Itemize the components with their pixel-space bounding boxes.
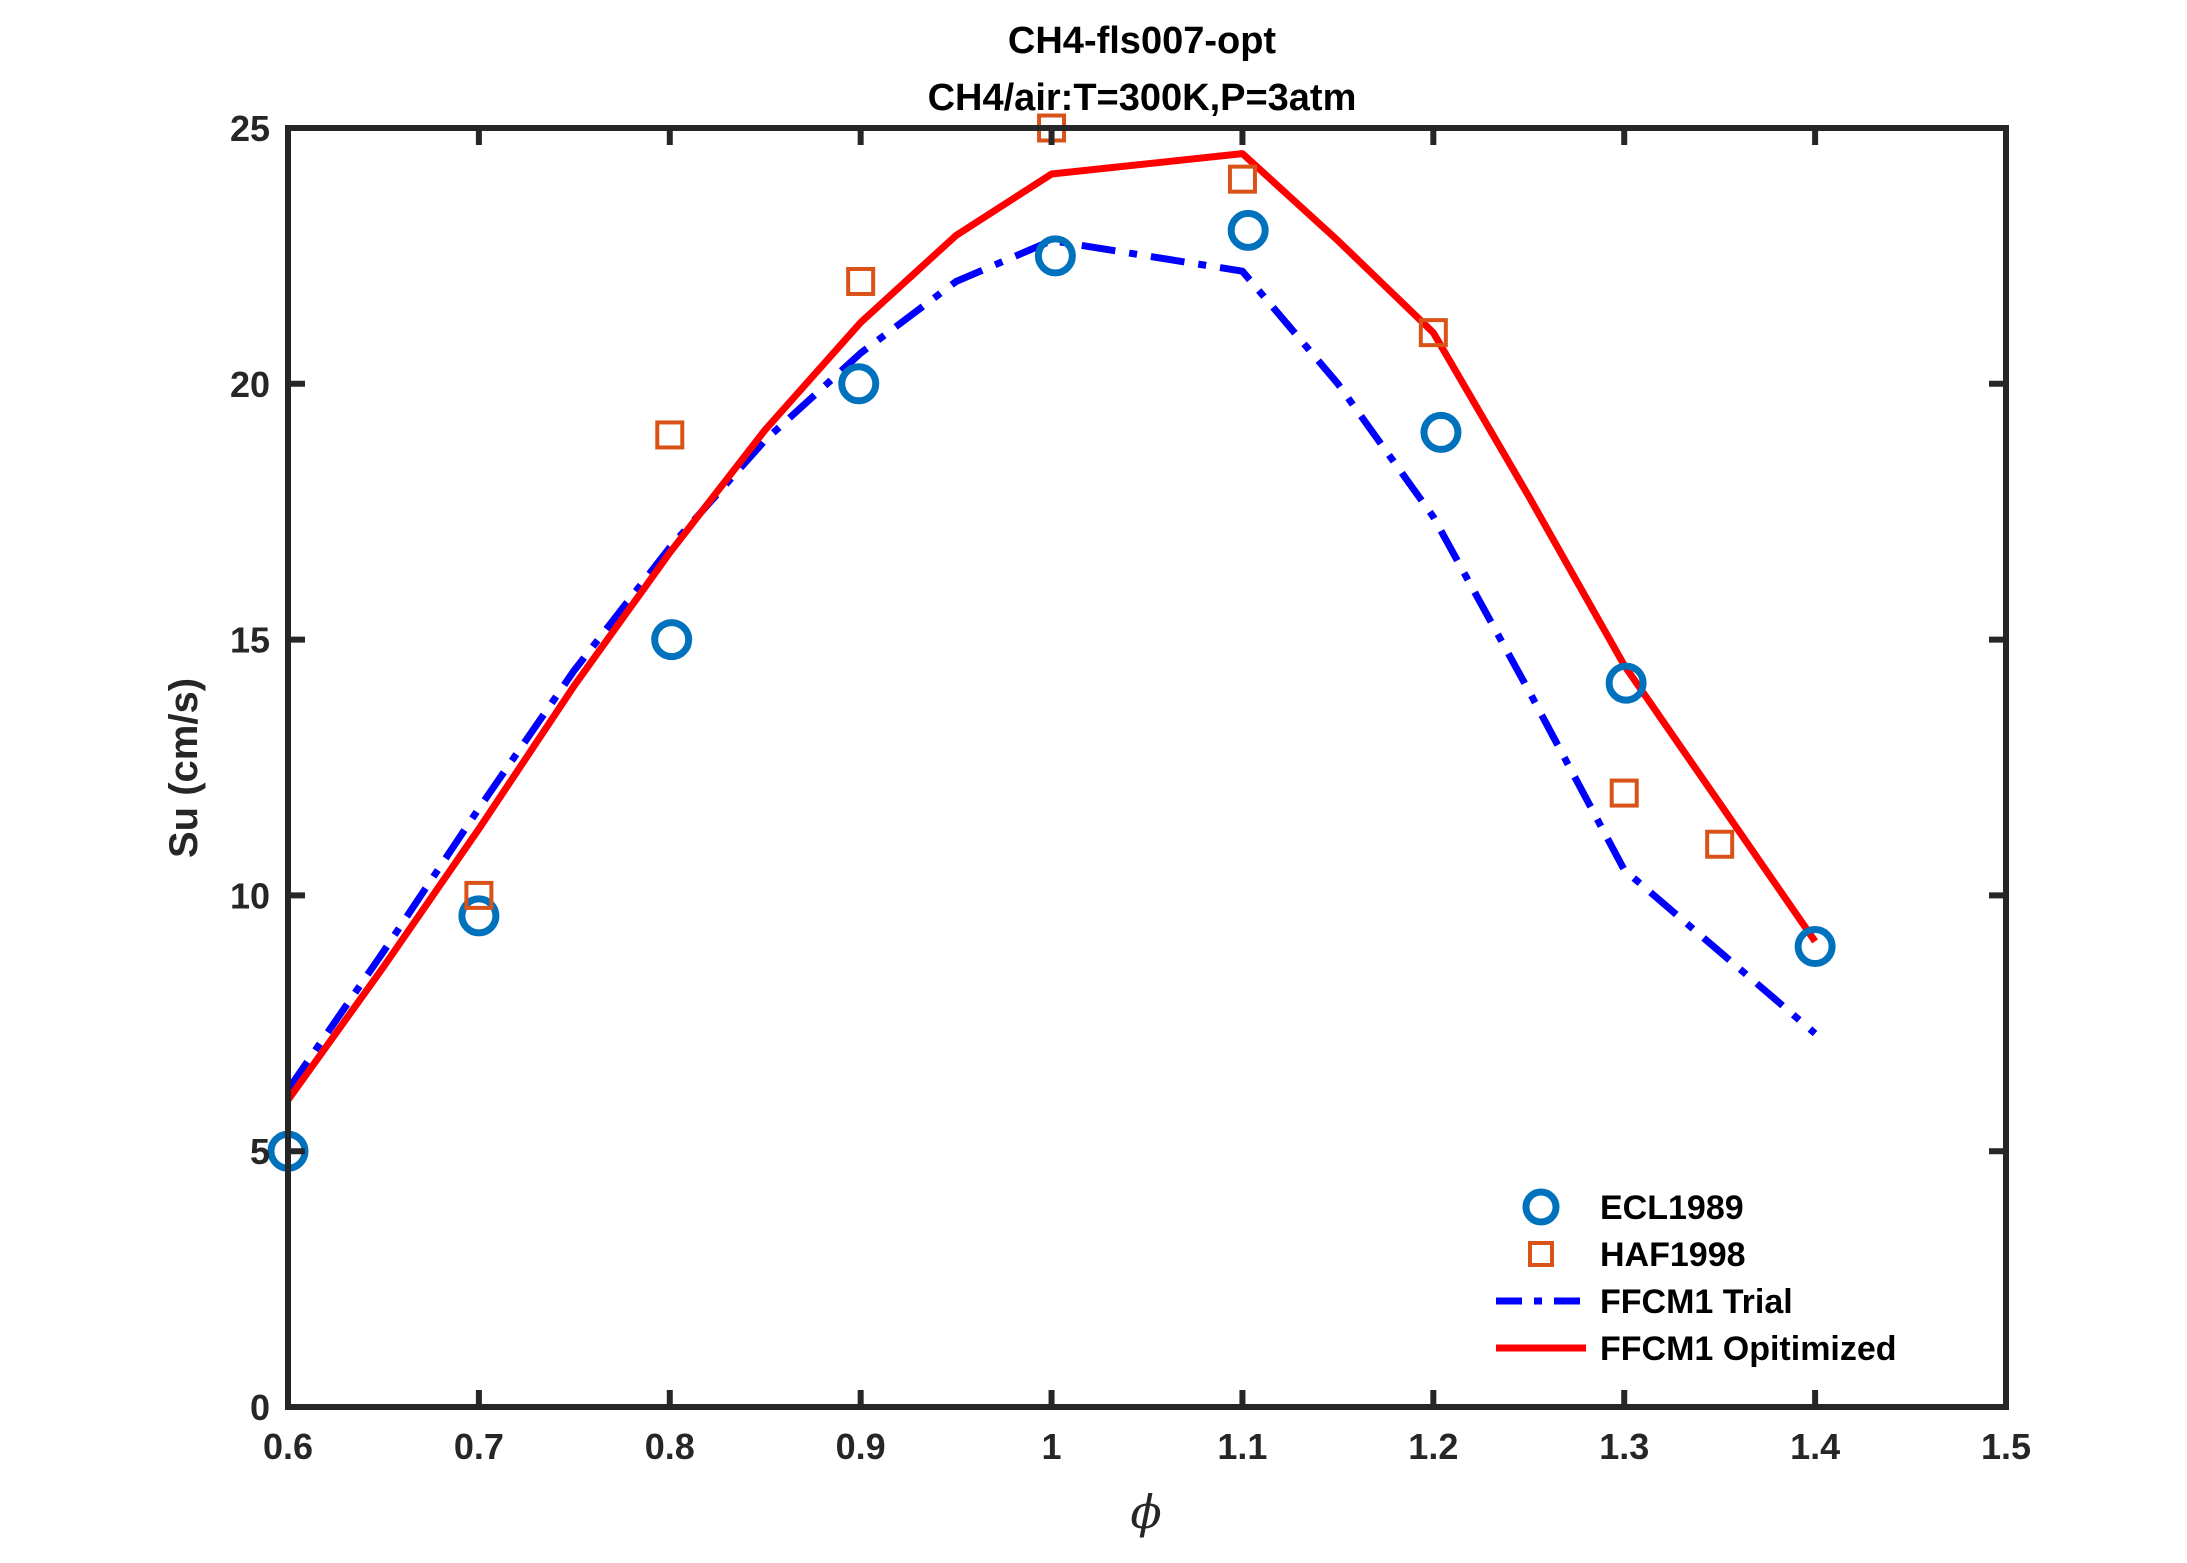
y-tick-label: 25: [230, 108, 270, 149]
x-tick-label: 1.4: [1790, 1426, 1840, 1467]
y-tick-label: 20: [230, 364, 270, 405]
data-point-square: [846, 266, 876, 296]
legend: ECL1989 HAF1998 FFCM1 Trial FFCM1 Opitimize…: [1496, 1188, 1897, 1368]
x-tick-label: 1.3: [1599, 1426, 1649, 1467]
legend-label: ECL1989: [1600, 1189, 1744, 1227]
y-tick-label: 5: [250, 1131, 270, 1172]
x-tick-label: 1.2: [1408, 1426, 1458, 1467]
y-axis-label: Su (cm/s): [162, 678, 206, 858]
x-tick-label: 1.1: [1217, 1426, 1267, 1467]
data-point-square: [1705, 829, 1735, 859]
data-point-circle: [1227, 209, 1269, 251]
x-tick-label: 1: [1042, 1426, 1062, 1467]
axes-box: [285, 125, 2009, 1410]
y-axis-ticks: 0 5 10 15 20 25: [230, 108, 2006, 1428]
data-point-circle: [458, 895, 500, 937]
series-line-ffcm1-trial: [285, 237, 1818, 1092]
x-tick-label: 0.6: [263, 1426, 313, 1467]
data-point-square: [464, 880, 494, 910]
y-tick-label: 15: [230, 620, 270, 661]
legend-entry: FFCM1 Opitimized: [1496, 1330, 1897, 1368]
x-tick-label: 0.8: [645, 1426, 695, 1467]
lines-layer: [285, 150, 1818, 1103]
legend-label: FFCM1 Trial: [1600, 1283, 1793, 1321]
data-point-circle: [651, 619, 693, 661]
data-point-circle: [1420, 411, 1462, 453]
legend-label: FFCM1 Opitimized: [1600, 1330, 1897, 1368]
data-point-circle: [1605, 662, 1647, 704]
legend-entry: ECL1989: [1522, 1188, 1744, 1227]
data-point-circle: [1794, 926, 1836, 968]
data-point-circle: [1034, 235, 1076, 277]
legend-symbol-square: [1528, 1241, 1554, 1267]
x-axis-label: ϕ: [1130, 1485, 1161, 1539]
y-tick-label: 0: [250, 1387, 270, 1428]
data-point-square: [1609, 778, 1639, 808]
legend-entry: FFCM1 Trial: [1496, 1283, 1793, 1321]
data-point-square: [1418, 318, 1448, 348]
legend-label: HAF1998: [1600, 1236, 1746, 1274]
x-tick-label: 0.7: [454, 1426, 504, 1467]
y-tick-label: 10: [230, 875, 270, 916]
chart-subtitle: CH4/air:T=300K,P=3atm: [928, 77, 1357, 119]
chart-title: CH4-fls007-opt: [1008, 20, 1276, 62]
plot-area: [288, 128, 2006, 1407]
x-axis-ticks: 0.6 0.7 0.8 0.9 1 1.1 1.2 1.3 1.4 1.5: [263, 128, 2031, 1467]
x-tick-label: 0.9: [836, 1426, 886, 1467]
x-tick-label: 1.5: [1981, 1426, 2031, 1467]
data-point-square: [655, 420, 685, 450]
legend-symbol-circle: [1522, 1188, 1560, 1226]
legend-entry: HAF1998: [1528, 1236, 1746, 1274]
data-point-square: [1227, 164, 1257, 194]
data-point-circle: [838, 363, 880, 405]
series-line-ffcm1-opitimized: [285, 150, 1818, 1103]
